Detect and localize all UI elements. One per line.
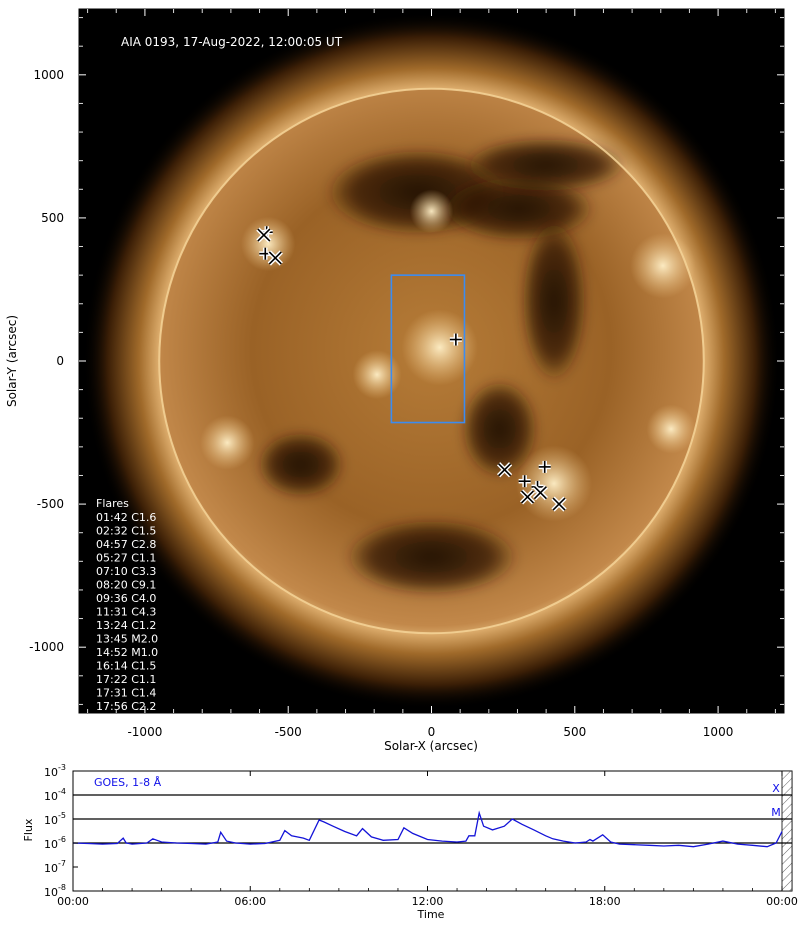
goes-y-axis-label: Flux [22,818,35,841]
goes-axes: 00:00 06:00 12:00 18:00 00:00 10-3 10-4 10-5 10-… [44,763,798,908]
flare-marker [532,485,548,501]
y-axis-label: Solar-Y (arcsec) [5,315,19,407]
limb [158,87,705,635]
goes-x-axis-label: Time [417,908,445,921]
coronal-hole [521,219,587,383]
flares-legend-title: Flares [96,497,129,510]
goes-y-tick-label: 10-4 [44,787,66,803]
flare-list-entry: 08:20 C9.1 [96,579,156,592]
flare-list-entry: 13:24 C1.2 [96,619,156,632]
main-axes: -1000 -500 0 500 1000 -1000 -500 0 500 1000 [29,8,785,739]
x-tick-label: -500 [275,725,302,739]
flare-list-entry: 16:14 C1.5 [96,660,156,673]
flare-list-entry: 05:27 C1.1 [96,552,156,565]
solar-disk [83,12,780,710]
region-of-interest-box [390,274,466,424]
flare-marker [538,460,551,473]
active-region-glow [409,189,454,234]
flare-list-entry: 17:56 C2.2 [96,700,156,713]
active-region-glow [515,445,593,522]
flare-list-entry: 13:45 M2.0 [96,633,158,646]
flare-list-entry: 17:31 C1.4 [96,687,156,700]
flare-marker [496,462,513,478]
goes-y-tick-label: 10-7 [44,859,66,875]
image-title: AIA 0193, 17-Aug-2022, 12:00:05 UT [121,35,343,49]
flare-list-entry: 09:36 C4.0 [96,592,156,605]
y-tick-label: -500 [37,497,64,511]
flare-list-entry: 01:42 C1.6 [96,511,156,524]
y-tick-label: 500 [41,211,64,225]
flare-list-entry: 04:57 C2.8 [96,538,156,551]
flare-list-entry: 11:31 C4.3 [96,606,156,619]
active-region-glow [401,309,478,386]
coronal-hole [344,518,519,596]
goes-y-tick-label: 10-5 [44,811,66,827]
x-tick-label: -1000 [127,725,162,739]
goes-x-tick-label: 18:00 [589,895,621,908]
active-region-glow [240,216,296,272]
flare-marker [267,250,283,266]
active-region-glow [200,415,255,470]
coronal-hole [464,137,628,193]
x-tick-label: 1000 [703,725,734,739]
y-tick-label: -1000 [29,640,64,654]
goes-panel: 00:00 06:00 12:00 18:00 00:00 10-3 10-4 10-5 10-… [22,763,798,921]
x-tick-label: 500 [563,725,586,739]
x-axis-label: Solar-X (arcsec) [384,739,478,753]
coronal-hole [461,380,538,479]
flare-marker [519,489,536,505]
flare-marker [449,333,462,346]
active-region-glow [646,404,696,454]
goes-y-tick-label: 10-6 [44,835,66,851]
goes-y-tick-label: 10-3 [44,763,66,779]
goes-plot-frame [72,770,793,892]
goes-x-tick-label: 06:00 [234,895,266,908]
goes-x-tick-label: 00:00 [766,895,798,908]
goes-x-tick-label: 12:00 [412,895,444,908]
flare-marker [551,496,567,512]
flare-marker [518,475,531,488]
goes-class-label: X [772,782,780,795]
flare-list-entry: 17:22 C1.1 [96,673,156,686]
coronal-hole [257,431,345,498]
goes-x-tick-label: 00:00 [57,895,89,908]
y-tick-label: 0 [56,354,64,368]
active-region-glow [352,350,402,400]
flare-list-entry: 02:32 C1.5 [96,525,156,538]
goes-flux-line [72,810,783,848]
x-tick-label: 0 [428,725,436,739]
goes-legend-label: GOES, 1-8 Å [94,776,162,789]
flare-list-entry: 07:10 C3.3 [96,565,156,578]
goes-hatched-region [781,770,793,892]
goes-class-label: M [771,806,781,819]
solar-image-panel: AIA 0193, 17-Aug-2022, 12:00:05 UT Flare… [5,8,785,753]
flare-list-entry: 14:52 M1.0 [96,646,158,659]
flare-marker [256,227,272,243]
y-tick-label: 1000 [33,68,64,82]
